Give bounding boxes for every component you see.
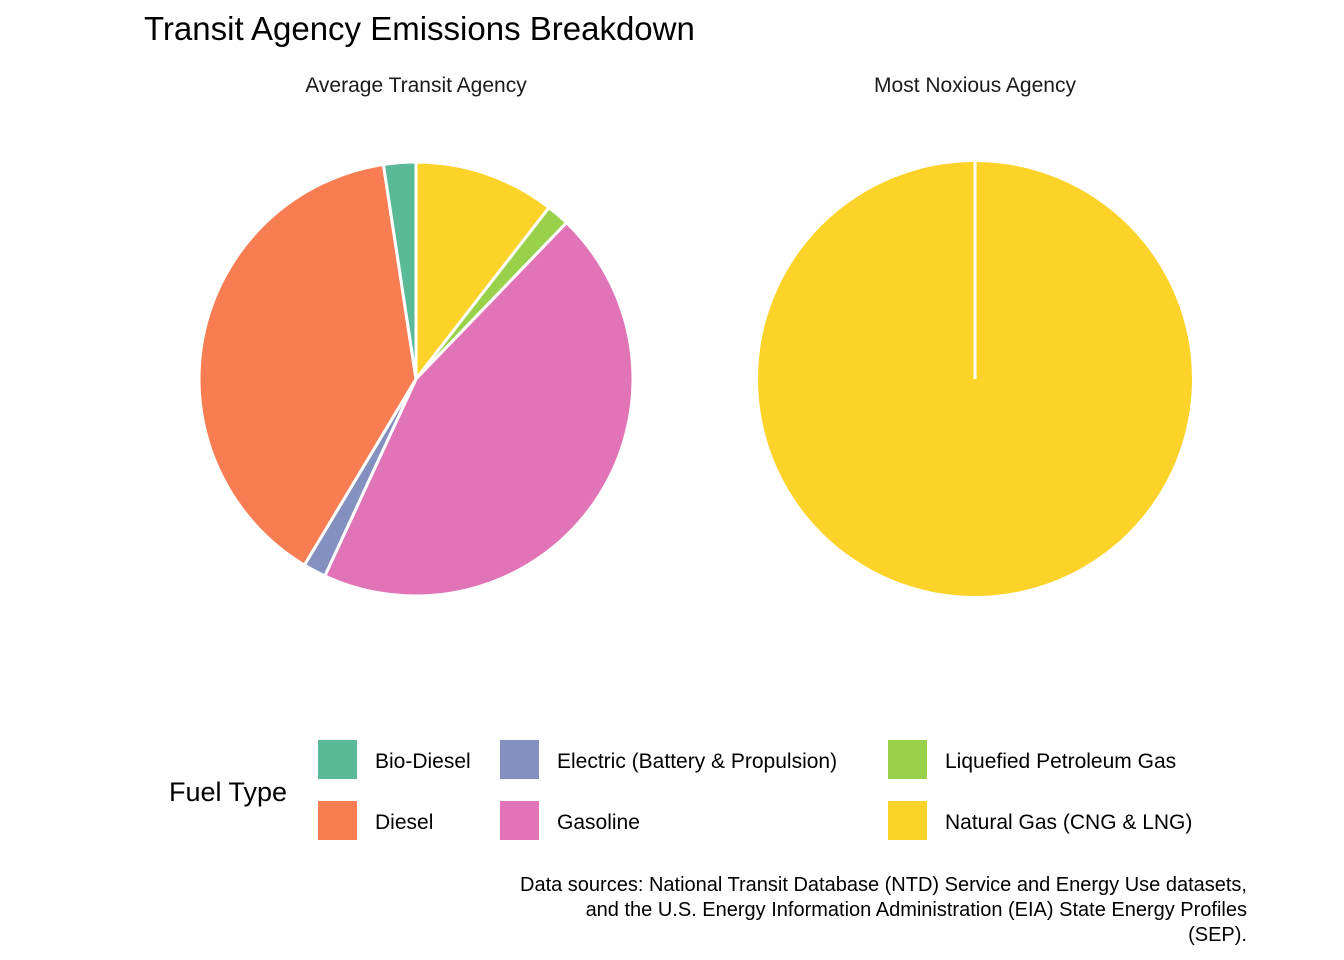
facet-title-noxious: Most Noxious Agency [874,74,1076,97]
legend-swatch-natural-gas-cng-lng [888,801,927,840]
legend-swatch-gasoline [500,801,539,840]
legend-label-gasoline: Gasoline [557,811,640,834]
legend-label-natural-gas-cng-lng: Natural Gas (CNG & LNG) [945,811,1192,834]
legend-swatch-liquefied-petroleum-gas [888,740,927,779]
pie-slice-natural-gas-cng-lng [414,160,551,381]
pie-slice-diesel [197,162,418,567]
pie-slice-gasoline [323,221,635,598]
legend: Bio-Diesel Electric (Battery & Propulsion… [318,740,1192,840]
pie-average-agency [197,160,635,598]
legend-label-liquefied-petroleum-gas: Liquefied Petroleum Gas [945,750,1176,773]
legend-label-bio-diesel: Bio-Diesel [375,750,471,773]
facet-title-average: Average Transit Agency [305,74,527,97]
chart-title: Transit Agency Emissions Breakdown [144,10,695,47]
caption-line-1: Data sources: National Transit Database … [520,874,1247,896]
pie-most-noxious-agency [758,162,1192,596]
legend-title: Fuel Type [169,777,287,807]
legend-swatch-diesel [318,801,357,840]
legend-label-diesel: Diesel [375,811,433,834]
caption-line-2: and the U.S. Energy Information Administ… [586,899,1247,921]
pie-slice-bio-diesel [381,160,418,381]
caption-line-3: (SEP). [1188,924,1247,946]
caption: Data sources: National Transit Database … [520,874,1247,946]
legend-swatch-electric-battery-propulsion [500,740,539,779]
legend-swatch-bio-diesel [318,740,357,779]
legend-label-electric-battery-propulsion: Electric (Battery & Propulsion) [557,750,837,773]
